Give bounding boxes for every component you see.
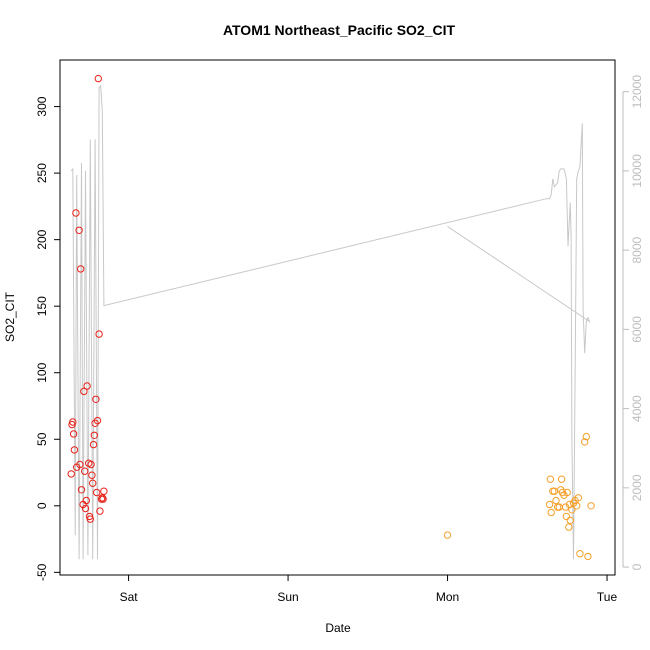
data-point (88, 471, 96, 479)
y2-tick-label: 4000 (630, 395, 644, 422)
data-point (69, 418, 77, 426)
y-tick-label: 200 (35, 229, 49, 249)
data-point (561, 503, 570, 511)
data-point (76, 460, 84, 469)
data-point (587, 502, 595, 510)
data-point (83, 382, 91, 390)
data-point (69, 430, 78, 438)
y-tick-label: 150 (35, 296, 49, 316)
x-tick-label: Mon (436, 590, 459, 604)
data-point (546, 475, 555, 483)
data-point (563, 488, 571, 497)
data-point (573, 502, 581, 510)
data-point (552, 496, 560, 505)
data-point (72, 209, 80, 217)
data-point (443, 531, 452, 539)
x-axis-label: Date (325, 621, 351, 635)
x-tick-label: Tue (597, 590, 618, 604)
data-point (557, 475, 566, 483)
data-point (581, 438, 589, 446)
data-point (576, 550, 584, 558)
bottom-axis: Sat Sun Mon Tue (120, 575, 618, 604)
data-point (100, 487, 108, 495)
y2-tick-label: 0 (630, 563, 644, 570)
data-point (82, 496, 91, 505)
right-axis-line-series (70, 84, 591, 560)
data-point (80, 387, 88, 396)
data-point (95, 330, 103, 338)
data-point (93, 488, 101, 497)
x-tick-label: Sat (120, 590, 139, 604)
y-tick-label: 100 (35, 362, 49, 382)
data-point (81, 504, 90, 513)
data-point (565, 523, 573, 531)
data-point (92, 395, 100, 403)
y-axis-label: SO2_CIT (3, 291, 17, 342)
data-point (566, 516, 574, 525)
y2-tick-label: 8000 (630, 236, 644, 263)
y-tick-label: 0 (35, 502, 49, 509)
data-point (75, 226, 83, 235)
data-point (562, 512, 571, 521)
plot-area-frame (59, 59, 616, 576)
data-point (90, 431, 99, 439)
data-point (77, 486, 86, 494)
series-line (70, 84, 591, 560)
data-point (547, 508, 555, 517)
y-tick-label: -50 (35, 563, 49, 581)
data-point (89, 479, 97, 487)
data-point (89, 440, 98, 449)
data-point (87, 460, 95, 469)
data-point (77, 265, 85, 273)
y2-tick-label: 10000 (630, 154, 644, 188)
scatter-points (67, 74, 595, 561)
right-axis: 0 2000 4000 6000 8000 10000 12000 (622, 75, 644, 570)
data-point (568, 506, 576, 514)
data-point (582, 432, 590, 441)
y-tick-label: 50 (35, 432, 49, 446)
y-tick-label: 300 (35, 96, 49, 116)
y2-tick-label: 12000 (630, 75, 644, 109)
data-point (574, 494, 582, 502)
data-point (67, 470, 75, 478)
data-point (584, 552, 592, 561)
data-point (81, 467, 89, 475)
y2-tick-label: 2000 (630, 474, 644, 501)
data-point (545, 500, 554, 509)
y2-tick-label: 6000 (630, 316, 644, 343)
data-point (99, 495, 107, 503)
data-point (86, 515, 95, 523)
data-point (93, 416, 102, 425)
x-tick-label: Sun (277, 590, 298, 604)
chart-title: ATOM1 Northeast_Pacific SO2_CIT (223, 22, 456, 38)
data-point (98, 494, 107, 502)
data-point (70, 446, 79, 454)
data-point (96, 507, 104, 515)
left-axis: -50 0 50 100 150 200 250 300 (35, 96, 60, 581)
data-point (94, 74, 103, 83)
y-tick-label: 250 (35, 163, 49, 183)
